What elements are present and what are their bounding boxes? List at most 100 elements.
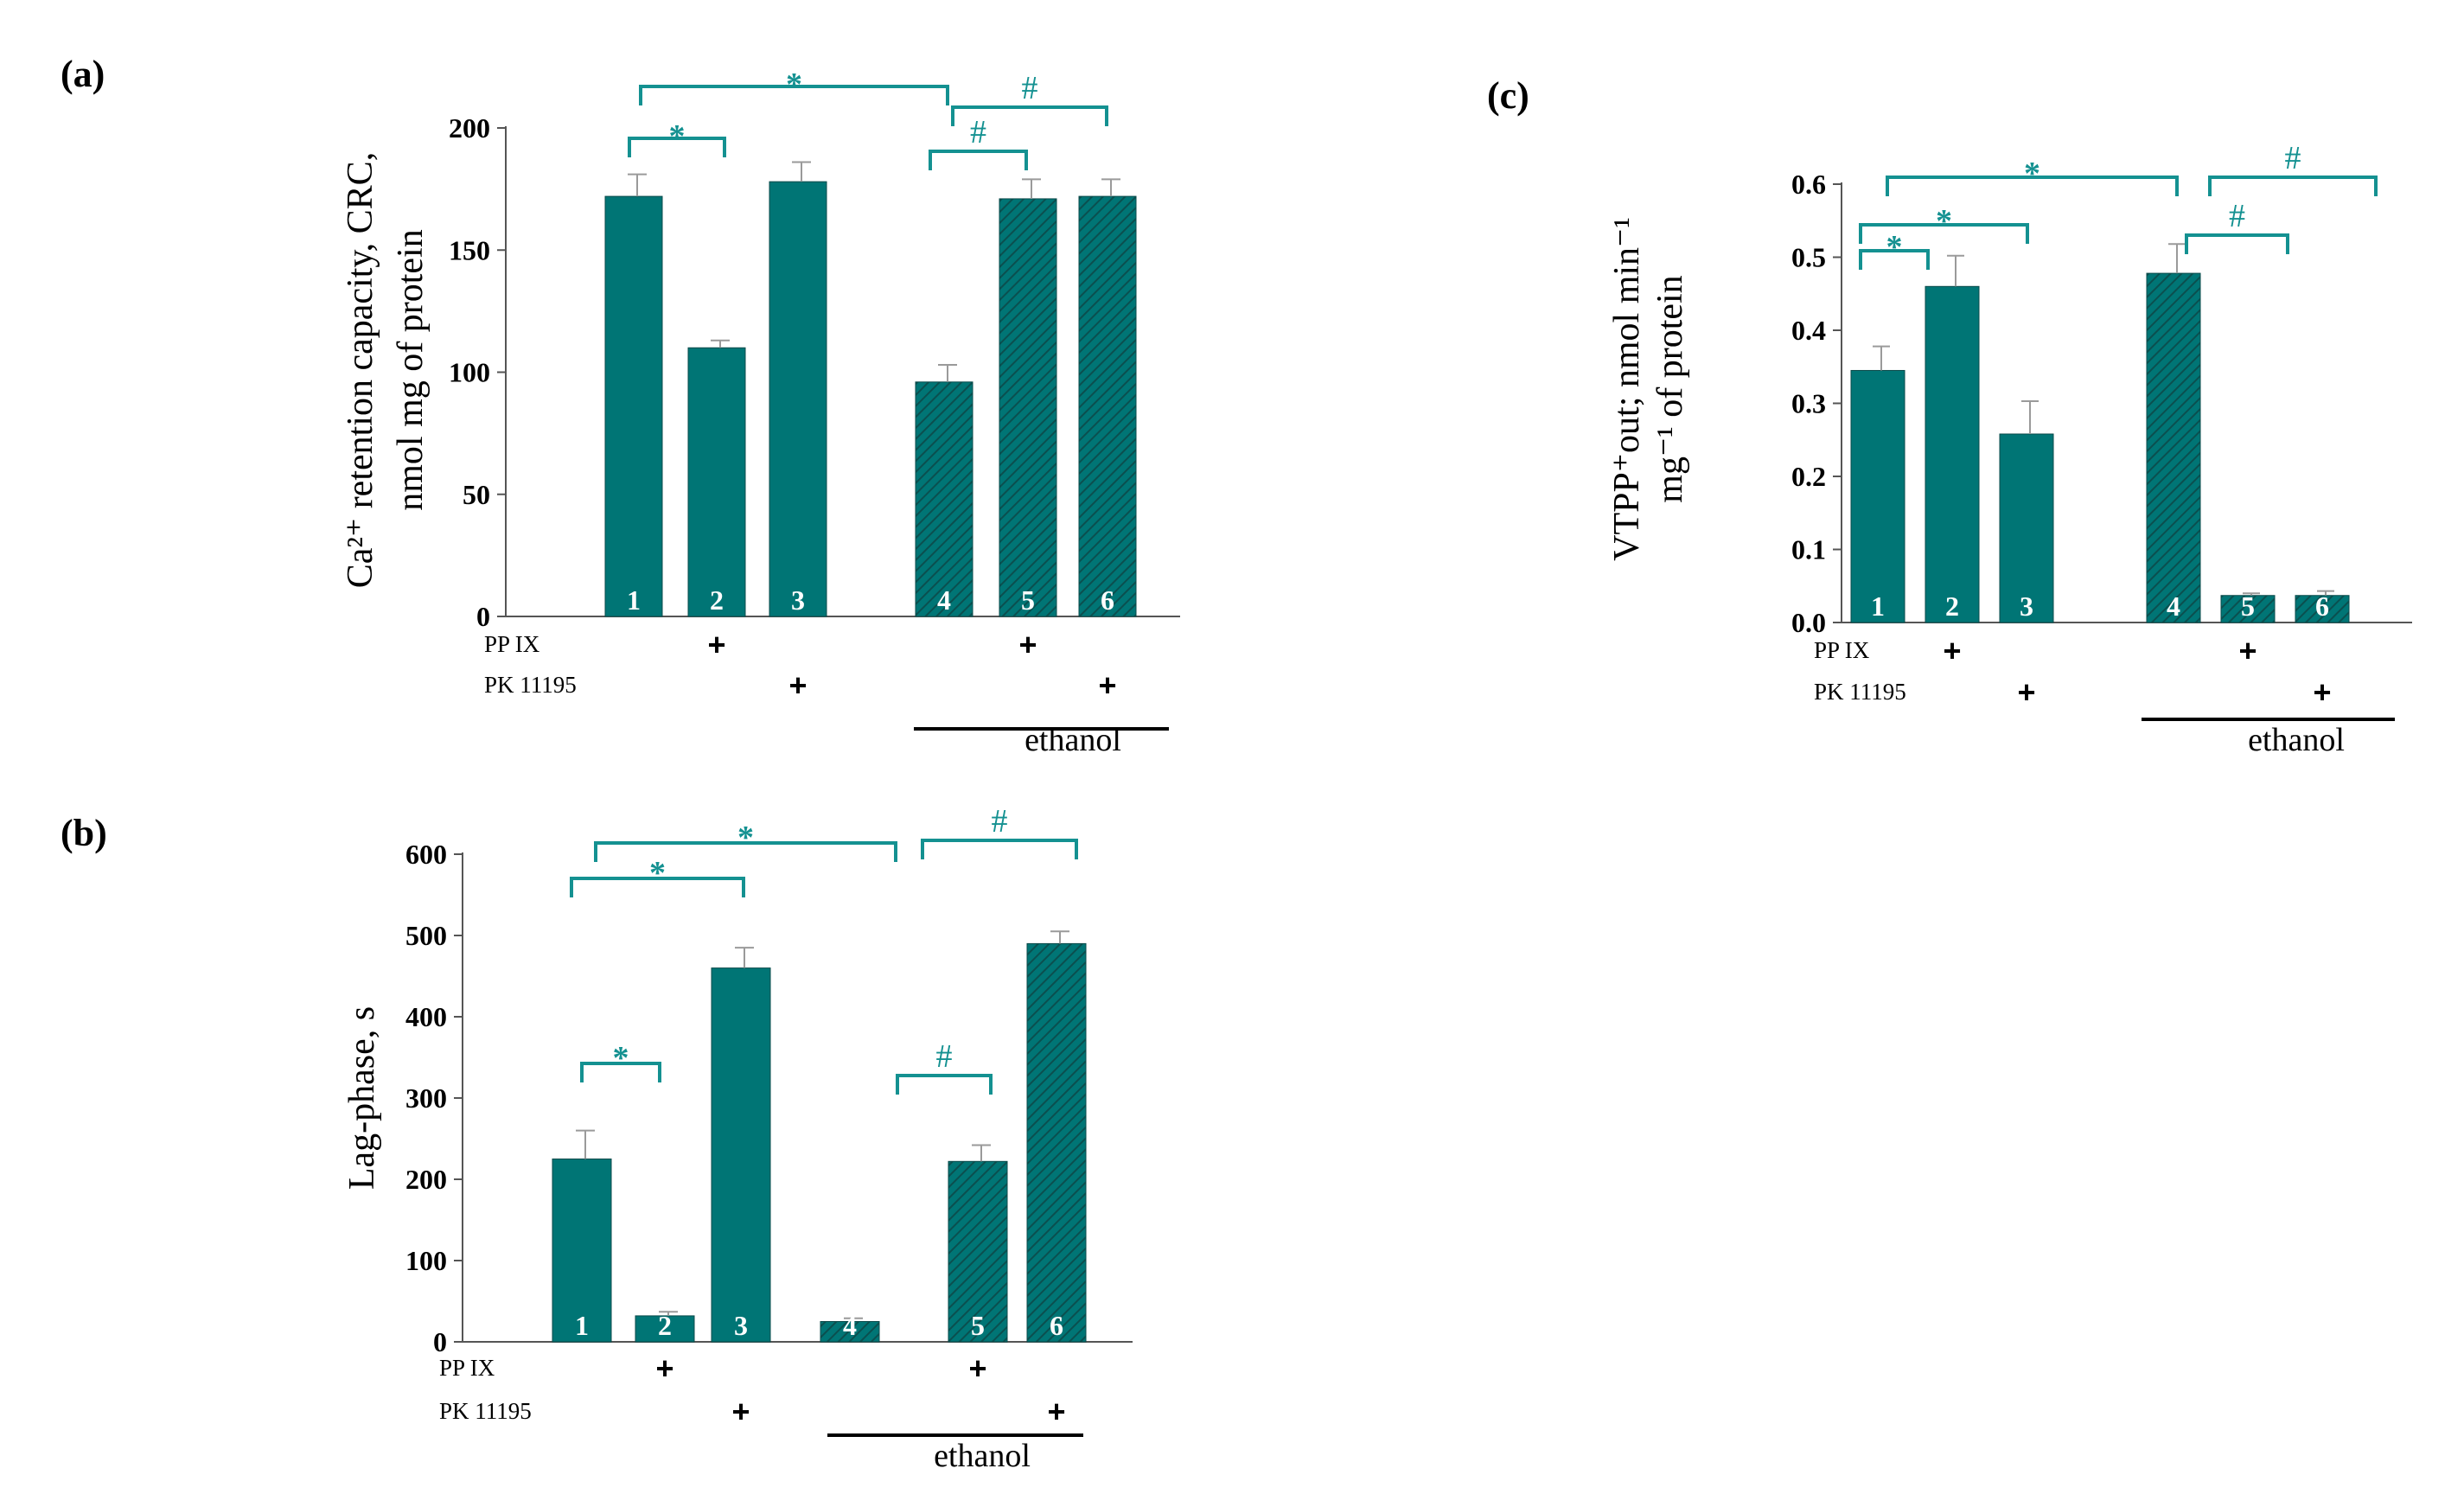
bar-number-label: 2 [710,584,724,616]
y-tick-label: 100 [449,357,490,388]
pk11195-plus-marker: + [1098,667,1116,703]
bar-number-label: 3 [734,1310,748,1341]
bar [1850,369,1905,623]
y-tick-label: 150 [449,234,490,265]
ppix-row-label: PP IX [484,631,540,657]
significance-bracket [951,105,1108,126]
pk11195-row-label: PK 11195 [439,1398,532,1424]
significance-symbol: # [992,803,1008,840]
significance-symbol: * [613,1040,629,1076]
bar-number-label: 3 [2020,591,2033,622]
y-tick-label: 0.4 [1791,315,1826,346]
bar [635,1315,695,1343]
bar [604,195,663,617]
significance-bracket [628,137,726,157]
bar [820,1321,880,1343]
significance-symbol: # [970,114,986,150]
significance-bracket [929,150,1028,170]
bar [2295,595,2350,623]
bar [1078,195,1137,617]
significance-symbol: # [2285,140,2301,176]
bar-number-label: 2 [1945,591,1959,622]
significance-bracket [570,877,745,897]
y-tick-label: 100 [405,1245,447,1276]
bar [2220,595,2276,623]
significance-symbol: * [669,118,686,155]
y-tick-label: 200 [405,1164,447,1195]
ppix-plus-marker: + [1018,627,1037,662]
y-tick-label: 200 [449,112,490,144]
ppix-row-label: PP IX [439,1355,495,1381]
significance-symbol: * [1886,229,1903,265]
bar-number-label: 6 [1050,1310,1063,1341]
pk11195-row-label: PK 11195 [484,672,577,698]
y-axis-title: VTPP⁺out; nmol min⁻¹ [1607,217,1647,561]
bar [769,181,827,617]
significance-bracket [2185,233,2289,254]
y-tick-label: 600 [405,839,447,870]
significance-bracket [896,1074,993,1095]
ethanol-label: ethanol [1025,722,1121,758]
bar-number-label: 6 [1101,584,1114,616]
bar-number-label: 1 [1871,591,1885,622]
bar-number-label: 4 [843,1310,857,1341]
significance-symbol: # [1022,70,1038,106]
ppix-plus-marker: + [707,627,725,662]
significance-bracket [2208,176,2378,196]
y-tick-label: 0.3 [1791,388,1826,419]
ppix-plus-marker: + [2238,633,2257,668]
significance-symbol: * [649,855,666,891]
y-axis-title: Lag-phase, s [342,1006,382,1190]
bar [1999,433,2054,623]
significance-bracket [594,841,897,862]
ethanol-label: ethanol [2248,722,2345,758]
significance-symbol: # [936,1038,953,1075]
ppix-plus-marker: + [1943,633,1961,668]
y-axis-title: mg⁻¹ of protein [1650,275,1690,502]
significance-bracket [1886,176,2179,196]
bar-number-label: 4 [937,584,951,616]
significance-symbol: * [786,67,802,103]
significance-symbol: * [1936,203,1952,239]
panel-b: (b) 0 100 200 300 400 500 600 Lag-phase, s 1 2 3 4 5 6… [61,803,1133,1474]
y-tick-label: 0.5 [1791,242,1826,273]
pk11195-plus-marker: + [2313,674,2331,710]
y-tick-label: 50 [463,479,490,510]
y-tick-label: 0.6 [1791,169,1826,200]
y-tick-label: 0.2 [1791,461,1826,492]
bar [915,381,973,617]
bar [999,198,1057,617]
y-tick-label: 0.0 [1791,607,1826,638]
ppix-plus-marker: + [655,1350,673,1386]
pk11195-plus-marker: + [2017,674,2035,710]
bar [552,1159,612,1343]
bar-number-label: 3 [791,584,805,616]
y-tick-label: 300 [405,1082,447,1114]
pk11195-plus-marker: + [788,667,807,703]
significance-bracket [921,839,1078,859]
significance-symbol: * [737,820,754,856]
pk11195-plus-marker: + [1047,1394,1065,1429]
bar [1026,942,1087,1343]
panel-letter: (a) [61,53,105,95]
panel-letter: (c) [1487,74,1529,117]
significance-bracket [1859,249,1930,270]
bar-number-label: 4 [2167,591,2180,622]
significance-symbol: # [2229,198,2245,234]
bar-number-label: 5 [2241,591,2255,622]
bar-number-label: 1 [575,1310,589,1341]
panel-c: (c) 0.0 0.1 0.2 0.3 0.4 0.5 0.6 VTPP⁺out; nmol m… [1487,74,2412,758]
y-tick-label: 500 [405,920,447,951]
panel-a: (a) 0 50 100 150 200 Ca²⁺ retention capacity, … [61,53,1180,758]
significance-symbol: * [2024,156,2040,192]
y-axis-title: Ca²⁺ retention capacity, CRC, [341,152,380,588]
pk11195-plus-marker: + [731,1394,750,1429]
bar-number-label: 2 [658,1310,672,1341]
y-tick-label: 0.1 [1791,534,1826,565]
ppix-plus-marker: + [968,1350,986,1386]
bar-number-label: 1 [627,584,641,616]
bar [948,1160,1008,1343]
bar-number-label: 5 [1021,584,1035,616]
y-tick-label: 0 [433,1326,447,1357]
